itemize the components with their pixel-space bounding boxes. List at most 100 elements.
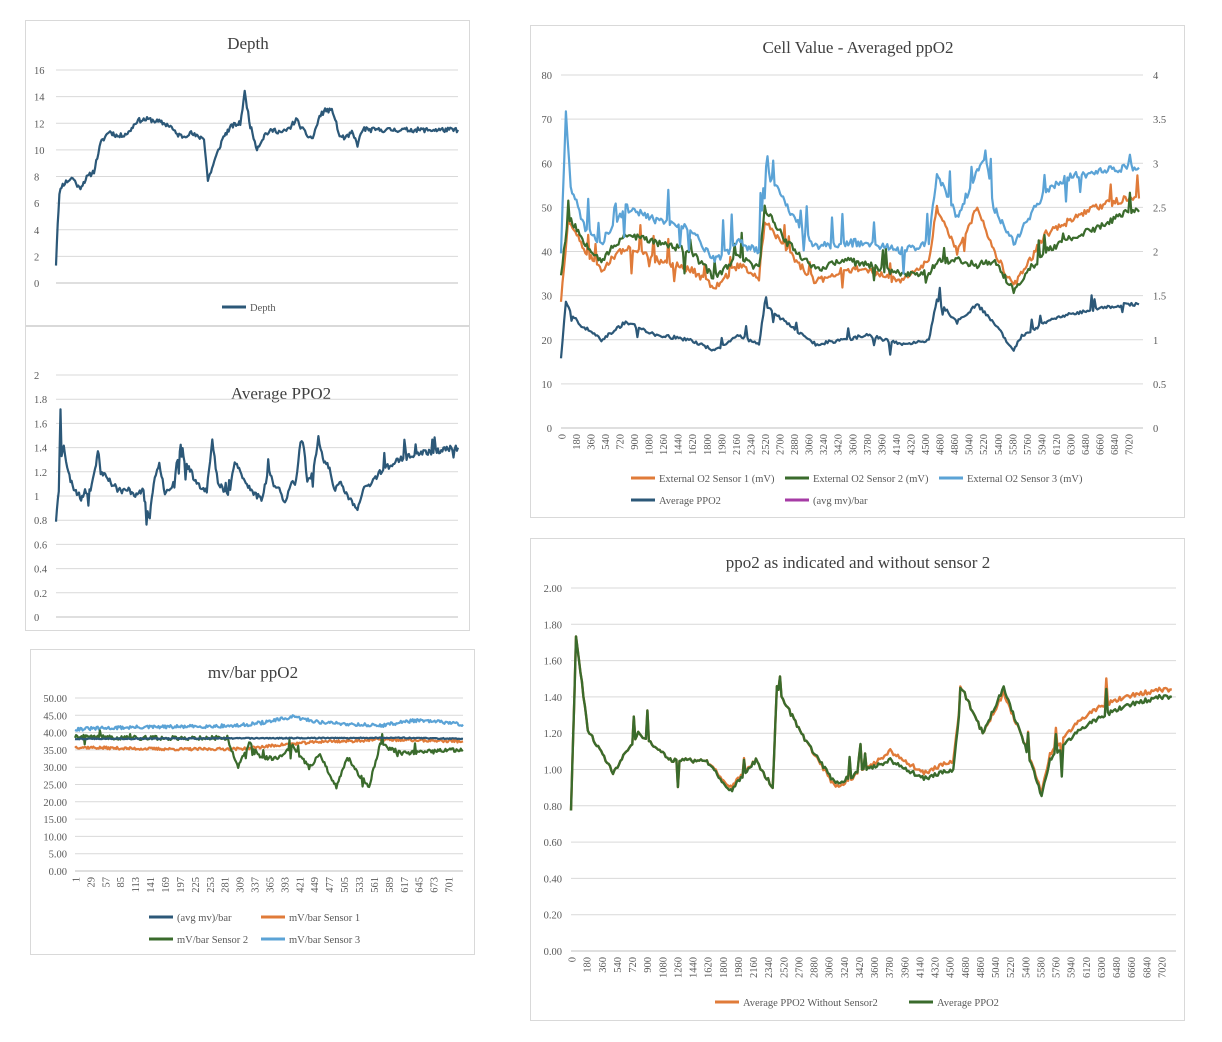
ind-without-sensor2-line [569, 635, 1172, 811]
ppo2ind-x-tick-label: 6660 [1127, 957, 1138, 978]
cellvalue-x-tick-label: 180 [572, 434, 583, 450]
mvbar-x-tick-label: 561 [370, 877, 381, 893]
cellvalue-y2-tick-label: 3 [1153, 159, 1158, 170]
cellvalue-legend-label: External O2 Sensor 3 (mV) [967, 474, 1083, 485]
avgppo2-y-tick-label: 0.2 [34, 589, 47, 600]
depth-y-tick-label: 16 [34, 66, 45, 77]
cellvalue-y-tick-label: 30 [542, 292, 553, 303]
mvbar-y-tick-label: 5.00 [49, 850, 67, 861]
ppo2ind-y-tick-label: 1.00 [544, 766, 562, 777]
cellvalue-x-tick-label: 1440 [674, 434, 685, 455]
mvbar-chart: mv/bar ppO2 0.00 5.00 10.00 15.00 20.00 25.00… [43, 663, 464, 946]
ppo2ind-x-tick-label: 3420 [855, 957, 866, 978]
mvbar-y-tick-label: 0.00 [49, 867, 67, 878]
ppo2ind-x-tick-label: 180 [583, 957, 594, 973]
cellvalue-x-tick-label: 2340 [746, 434, 757, 455]
depth-chart-title: Depth [227, 34, 269, 53]
cellvalue-x-tick-label: 4860 [950, 434, 961, 455]
depth-y-tick-label: 12 [34, 119, 45, 130]
mvbar-x-tick-label: 617 [400, 877, 411, 893]
ppo2ind-y-tick-label: 0.00 [544, 947, 562, 958]
cellvalue-x-tick-label: 7020 [1125, 434, 1136, 455]
cellvalue-legend-label: Average PPO2 [659, 496, 721, 507]
cellvalue-y2-tick-label: 2.5 [1153, 203, 1166, 214]
cellvalue-legend-label: External O2 Sensor 1 (mV) [659, 474, 775, 485]
mvbar-x-tick-label: 505 [340, 877, 351, 893]
cellvalue-x-tick-label: 5040 [965, 434, 976, 455]
ppo2ind-x-tick-label: 1440 [689, 957, 700, 978]
mvbar-x-tick-label: 701 [445, 877, 456, 893]
ppo2ind-x-tick-label: 2520 [779, 957, 790, 978]
cellvalue-x-tick-label: 2160 [732, 434, 743, 455]
cellvalue-y2-tick-label: 3.5 [1153, 115, 1166, 126]
ppo2ind-x-tick-label: 5940 [1067, 957, 1078, 978]
cell-sensor2-line [559, 191, 1140, 295]
mvbar-x-tick-label: 197 [176, 877, 187, 893]
cellvalue-y-tick-label: 60 [542, 159, 553, 170]
ppo2ind-y-tick-label: 0.40 [544, 874, 562, 885]
mvbar-x-tick-label: 225 [191, 877, 202, 893]
avgppo2-y-tick-label: 2 [34, 371, 39, 382]
mvbar-y-tick-label: 25.00 [43, 781, 67, 792]
cellvalue-y-tick-label: 80 [542, 71, 553, 82]
ppo2ind-y-tick-label: 1.60 [544, 657, 562, 668]
cellvalue-x-tick-label: 4680 [936, 434, 947, 455]
ppo2-indicated-chart-panel: ppo2 as indicated and without sensor 2 0… [530, 538, 1185, 1021]
cellvalue-x-tick-label: 3060 [805, 434, 816, 455]
cellvalue-x-tick-label: 3600 [848, 434, 859, 455]
mvbar-x-tick-label: 281 [221, 877, 232, 893]
mvbar-y-tick-label: 20.00 [43, 798, 67, 809]
avgppo2-y-tick-label: 0 [34, 613, 39, 624]
ppo2ind-legend-label: Average PPO2 Without Sensor2 [743, 998, 878, 1009]
ppo2ind-legend-label: Average PPO2 [937, 998, 999, 1009]
mvbar-x-tick-label: 1 [71, 877, 82, 882]
cellvalue-y2-tick-label: 4 [1153, 71, 1159, 82]
ppo2ind-x-tick-label: 5580 [1036, 957, 1047, 978]
cellvalue-x-tick-label: 5940 [1037, 434, 1048, 455]
mvbar-legend-label: (avg mv)/bar [177, 913, 232, 924]
cellvalue-x-tick-label: 3780 [863, 434, 874, 455]
mvbar-x-tick-label: 365 [265, 877, 276, 893]
cellvalue-x-tick-label: 1980 [717, 434, 728, 455]
mvbar-chart-panel: mv/bar ppO2 0.00 5.00 10.00 15.00 20.00 25.00… [30, 649, 475, 955]
cellvalue-x-tick-label: 6660 [1096, 434, 1107, 455]
ppo2ind-x-tick-label: 1260 [673, 957, 684, 978]
ppo2ind-x-tick-label: 4500 [946, 957, 957, 978]
mvbar-y-tick-label: 30.00 [43, 763, 67, 774]
cellvalue-y2-tick-label: 1 [1153, 336, 1158, 347]
ppo2ind-x-tick-label: 3240 [840, 957, 851, 978]
mvbar-x-tick-label: 645 [415, 877, 426, 893]
cellvalue-x-tick-label: 4140 [892, 434, 903, 455]
depth-y-tick-label: 0 [34, 279, 39, 290]
ppo2ind-x-tick-label: 2340 [764, 957, 775, 978]
ppo2ind-x-tick-label: 0 [568, 957, 579, 962]
avgppo2-y-tick-label: 1.4 [34, 444, 48, 455]
avgppo2-y-tick-label: 0.8 [34, 516, 47, 527]
depth-series-line [54, 89, 459, 266]
cellvalue-legend-label: (avg mv)/bar [813, 496, 868, 507]
ppo2ind-x-tick-label: 2160 [749, 957, 760, 978]
ppo2-indicated-chart-title: ppo2 as indicated and without sensor 2 [726, 553, 990, 572]
cellvalue-x-tick-label: 3960 [877, 434, 888, 455]
mvbar-x-tick-label: 309 [236, 877, 247, 893]
mvbar-x-tick-label: 421 [295, 877, 306, 893]
ppo2ind-x-tick-label: 6120 [1082, 957, 1093, 978]
cell-sensor1-line [559, 174, 1141, 302]
cellvalue-y-tick-label: 20 [542, 336, 553, 347]
cellvalue-x-tick-label: 5400 [994, 434, 1005, 455]
ppo2ind-x-tick-label: 4860 [976, 957, 987, 978]
cell-value-chart-panel: Cell Value - Averaged ppO2 0 10 20 30 40 50 60… [530, 25, 1185, 518]
cellvalue-x-tick-label: 6300 [1067, 434, 1078, 455]
mvbar-y-tick-label: 10.00 [43, 832, 67, 843]
ppo2ind-x-tick-label: 360 [598, 957, 609, 973]
mvbar-x-tick-label: 337 [251, 877, 262, 893]
mvbar-legend-label: mV/bar Sensor 2 [177, 935, 248, 946]
mvbar-x-tick-label: 85 [116, 877, 127, 888]
depth-chart: Depth 0 2 4 6 8 10 12 14 16 Depth [34, 34, 459, 314]
mvbar-x-tick-label: 393 [280, 877, 291, 893]
cellvalue-x-tick-label: 2880 [790, 434, 801, 455]
cellvalue-y-tick-label: 50 [542, 203, 553, 214]
ppo2ind-x-tick-label: 6300 [1097, 957, 1108, 978]
ppo2ind-x-tick-label: 5040 [991, 957, 1002, 978]
cellvalue-x-tick-label: 1080 [645, 434, 656, 455]
